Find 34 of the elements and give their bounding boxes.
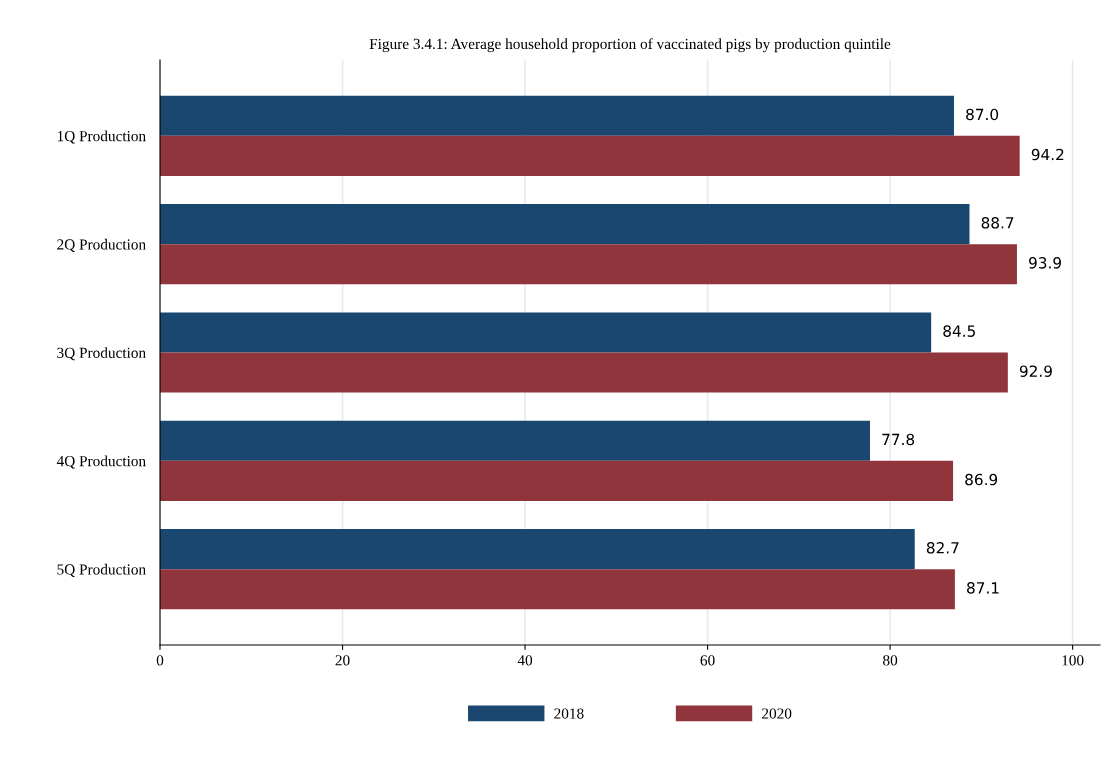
data-label: 92.9 [1019,365,1052,377]
y-tick-label: 1Q Production [57,130,146,144]
data-label: 88.7 [981,217,1014,229]
data-label: 77.8 [882,433,915,446]
data-label: 84.5 [943,325,975,337]
bar [160,312,932,353]
bar [160,569,955,610]
x-tick-label: 100 [1062,655,1084,666]
x-tick-label: 80 [883,655,898,666]
legend-label: 2018 [554,708,584,719]
data-label: 86.9 [965,473,998,486]
data-label: 93.9 [1029,257,1062,269]
y-tick-label: 4Q Production [56,455,146,469]
x-tick-label: 60 [700,655,715,666]
bar [160,95,954,136]
y-tick-label: 3Q Production [57,347,146,361]
data-label: 82.7 [926,542,959,554]
data-label: 94.2 [1031,148,1064,161]
data-label: 87.1 [967,582,999,594]
x-tick-label: 20 [335,655,350,666]
bar [160,529,915,570]
x-tick-label: 40 [517,655,533,666]
chart-title: Figure 3.4.1: Average household proportion of vaccinated pigs by production quintile [369,38,891,53]
y-tick-label: 2Q Production [57,238,146,252]
y-tick-label: 5Q Production [57,563,146,577]
bar [160,135,1020,176]
bar [160,244,1017,285]
legend-label: 2020 [762,708,792,719]
x-tick-label: 0 [156,655,164,666]
bar [160,420,871,461]
bar [160,352,1008,393]
data-label: 87.0 [966,108,999,121]
bar [160,460,954,501]
bar [160,204,970,245]
